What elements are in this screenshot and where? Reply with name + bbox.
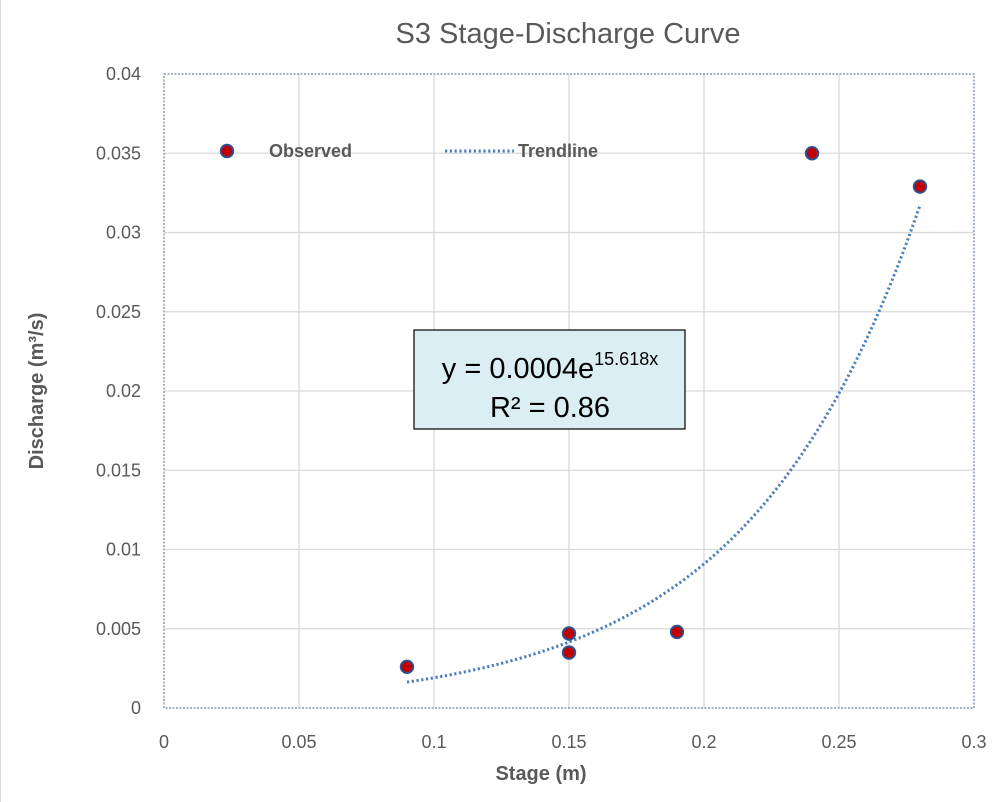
plot-area-border [163, 73, 975, 709]
y-tick-label: 0.01 [106, 540, 141, 560]
y-tick-label: 0 [131, 698, 141, 718]
y-axis-ticks: 0 0.005 0.01 0.015 0.02 0.025 0.03 0.035 0.04 [96, 64, 141, 718]
y-tick-label: 0.015 [96, 460, 141, 480]
legend-marker-observed [219, 143, 235, 159]
equation-text: y = 0.0004e15.618x [442, 349, 658, 385]
legend: Observed Trendline [219, 141, 598, 161]
x-tick-label: 0.1 [421, 732, 446, 752]
trendline-curve [406, 204, 922, 684]
x-tick-label: 0.3 [961, 732, 986, 752]
legend-label-observed: Observed [269, 141, 352, 161]
legend-label-trendline: Trendline [518, 141, 598, 161]
equation-base: y = 0.0004e [442, 353, 594, 385]
x-tick-label: 0.15 [551, 732, 586, 752]
trendline-equation-box: y = 0.0004e15.618x R² = 0.86 [413, 329, 686, 430]
y-tick-label: 0.03 [106, 223, 141, 243]
equation-box-background [413, 329, 686, 430]
observed-points [399, 146, 928, 674]
observed-point [561, 645, 577, 660]
r-squared-text: R² = 0.86 [490, 392, 610, 424]
observed-point [399, 659, 415, 674]
x-tick-label: 0.2 [691, 732, 716, 752]
observed-point [912, 179, 928, 194]
y-tick-label: 0.035 [96, 143, 141, 163]
y-tick-label: 0.04 [106, 64, 141, 84]
observed-point [669, 624, 685, 640]
x-axis-ticks: 0 0.05 0.1 0.15 0.2 0.25 0.3 [159, 732, 987, 752]
equation-exponent: 15.618x [594, 349, 658, 369]
x-tick-label: 0 [159, 732, 169, 752]
y-tick-label: 0.02 [106, 381, 141, 401]
y-tick-label: 0.005 [96, 619, 141, 639]
x-tick-label: 0.25 [821, 732, 856, 752]
x-tick-label: 0.05 [281, 732, 316, 752]
y-tick-label: 0.025 [96, 302, 141, 322]
observed-point [561, 626, 577, 641]
observed-point [804, 146, 820, 161]
y-axis-label: Discharge (m³/s) [26, 313, 48, 470]
x-axis-label: Stage (m) [495, 763, 586, 785]
chart-title: S3 Stage-Discharge Curve [396, 18, 741, 50]
